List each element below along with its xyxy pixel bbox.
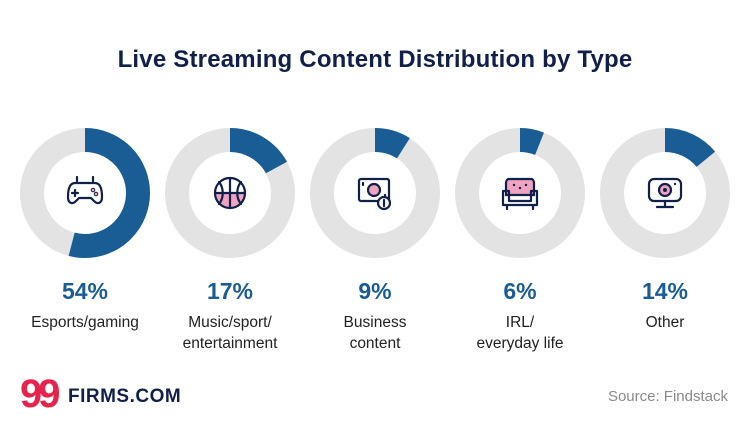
percentage-label: 9% (358, 278, 392, 304)
donut-item: 9% Business content (300, 128, 450, 354)
category-label: Other (645, 314, 685, 331)
logo-mark: 99 (20, 372, 60, 416)
category-label: Esports/gaming (31, 314, 139, 331)
donut-slice (310, 128, 440, 258)
donut-item: 54% Esports/gaming (10, 128, 160, 333)
percentage-label: 6% (503, 278, 537, 304)
donut-chart (600, 128, 730, 258)
donut-item: 6% IRL/ everyday life (445, 128, 595, 354)
category-label: Business content (343, 314, 407, 352)
donut-chart (165, 128, 295, 258)
logo-text: FIRMS.COM (68, 386, 182, 407)
category-label: Music/sport/ entertainment (182, 314, 278, 352)
donut-slice (455, 128, 585, 258)
donut-item: 17% Music/sport/ entertainment (155, 128, 305, 354)
chart-title: Live Streaming Content Distribution by T… (117, 46, 633, 73)
donut-chart (310, 128, 440, 258)
donut-row: 54% Esports/gaming 17% Music/sport/ enterta… (0, 128, 750, 358)
percentage-label: 14% (641, 278, 689, 304)
percentage-label: 54% (61, 278, 109, 304)
category-label: IRL/ everyday life (476, 314, 564, 352)
brand-logo: 99 FIRMS.COM (20, 372, 190, 416)
donut-slice (20, 128, 150, 258)
basketball-icon (213, 176, 247, 210)
donut-item: 14% Other (590, 128, 740, 333)
donut-chart (20, 128, 150, 258)
money-icon (357, 177, 392, 211)
donut-slice (165, 128, 295, 258)
armchair-icon (501, 177, 539, 211)
percentage-label: 17% (206, 278, 254, 304)
donut-chart (455, 128, 585, 258)
gamepad-icon (66, 175, 104, 205)
webcam-icon (647, 177, 683, 209)
donut-slice (600, 128, 730, 258)
source-note: Source: Findstack (607, 388, 728, 405)
